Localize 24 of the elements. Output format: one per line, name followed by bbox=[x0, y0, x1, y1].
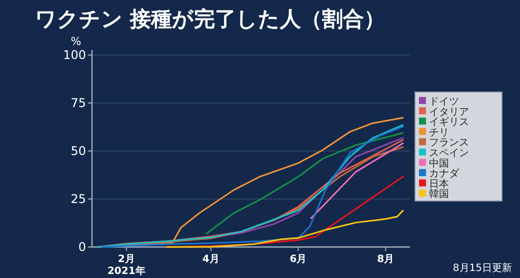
legend-label: 日本 bbox=[429, 178, 449, 190]
legend-label: カナダ bbox=[429, 168, 460, 180]
legend-label: スペイン bbox=[429, 148, 469, 159]
legend-label: 韓国 bbox=[429, 188, 449, 200]
x-tick-label: 8月 bbox=[377, 254, 394, 265]
y-axis-title: % bbox=[70, 35, 82, 48]
chart-title: ワクチン 接種が完了した人（割合） bbox=[34, 7, 386, 31]
x-tick-label: 4月 bbox=[202, 254, 220, 265]
legend-label: ドイツ bbox=[429, 96, 459, 108]
y-tick-label: 0 bbox=[78, 240, 86, 254]
text: 8月15日更新 bbox=[452, 262, 512, 274]
line-series bbox=[166, 210, 404, 248]
x-tick-label: 2月 2021年 bbox=[107, 254, 146, 277]
y-tick-label: 75 bbox=[70, 96, 86, 110]
legend-label: チリ bbox=[429, 127, 449, 138]
legend-label: フランス bbox=[429, 138, 469, 149]
legend-label: イギリス bbox=[429, 116, 469, 128]
legend-label: イタリア bbox=[429, 106, 469, 118]
y-tick-label: 50 bbox=[70, 144, 86, 158]
line-series bbox=[206, 132, 404, 234]
legend-label: 中国 bbox=[429, 157, 449, 170]
y-tick-label: 100 bbox=[63, 48, 86, 62]
y-tick-label: 25 bbox=[70, 192, 86, 206]
x-tick-label: 6月 bbox=[290, 254, 307, 265]
